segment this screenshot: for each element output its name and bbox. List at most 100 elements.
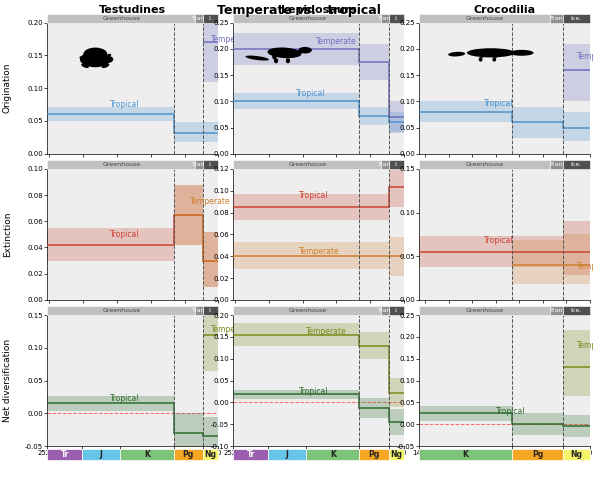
Text: Tran: Tran [192, 308, 206, 313]
Text: K: K [463, 450, 468, 459]
Text: Tran: Tran [550, 16, 563, 21]
Text: Tropical: Tropical [299, 191, 329, 200]
FancyBboxPatch shape [233, 306, 381, 315]
FancyBboxPatch shape [419, 160, 550, 169]
FancyBboxPatch shape [195, 14, 203, 23]
Text: Extinction: Extinction [3, 212, 12, 257]
FancyBboxPatch shape [47, 306, 195, 315]
Text: Temperate: Temperate [211, 325, 251, 334]
Text: K: K [330, 450, 336, 459]
Circle shape [105, 56, 113, 62]
Text: Tropical: Tropical [110, 394, 139, 403]
Text: Ice.: Ice. [571, 162, 582, 167]
Text: I.: I. [394, 162, 398, 167]
FancyBboxPatch shape [388, 306, 404, 315]
Text: vs.: vs. [296, 4, 317, 17]
Text: Ice.: Ice. [571, 16, 582, 21]
Text: Ng: Ng [390, 450, 403, 459]
FancyBboxPatch shape [419, 306, 550, 315]
Text: Temperate: Temperate [316, 36, 357, 45]
Text: Tran: Tran [550, 162, 563, 167]
Text: J: J [100, 450, 103, 459]
Text: Tran: Tran [550, 308, 563, 313]
Text: Greenhouse: Greenhouse [288, 308, 326, 313]
Text: Temperate: Temperate [577, 262, 593, 271]
Ellipse shape [267, 47, 302, 58]
Text: Lepidosaurs: Lepidosaurs [281, 5, 356, 15]
Ellipse shape [288, 53, 292, 58]
Text: I.: I. [394, 16, 398, 21]
Ellipse shape [509, 50, 534, 56]
Ellipse shape [84, 47, 107, 60]
Text: Pg: Pg [532, 450, 543, 459]
Text: Tropical: Tropical [484, 236, 514, 245]
Ellipse shape [494, 53, 498, 58]
Text: Crocodilia: Crocodilia [473, 5, 535, 15]
Ellipse shape [79, 56, 84, 60]
Ellipse shape [81, 64, 89, 68]
Text: Tran: Tran [378, 162, 391, 167]
Text: I.: I. [394, 308, 398, 313]
FancyBboxPatch shape [550, 160, 563, 169]
Ellipse shape [272, 54, 276, 59]
FancyBboxPatch shape [563, 306, 590, 315]
Text: Tropical: Tropical [299, 387, 329, 396]
Text: I.: I. [209, 16, 212, 21]
Text: Ice.: Ice. [571, 308, 582, 313]
FancyBboxPatch shape [195, 160, 203, 169]
Text: K: K [144, 450, 150, 459]
Text: Temperate: Temperate [299, 247, 340, 257]
Text: Temperate: Temperate [306, 327, 346, 336]
Text: Tropical: Tropical [110, 100, 139, 109]
Text: Tran: Tran [378, 16, 391, 21]
Text: Pg: Pg [368, 450, 380, 459]
FancyBboxPatch shape [563, 14, 590, 23]
FancyBboxPatch shape [203, 160, 218, 169]
Text: Tropical: Tropical [110, 230, 139, 239]
Text: Temperate: Temperate [577, 52, 593, 61]
Text: Tropical: Tropical [496, 407, 525, 416]
FancyBboxPatch shape [563, 160, 590, 169]
Text: Pg: Pg [183, 450, 194, 459]
Ellipse shape [448, 52, 465, 56]
Text: I.: I. [209, 308, 212, 313]
FancyBboxPatch shape [233, 160, 381, 169]
Text: Greenhouse: Greenhouse [103, 308, 141, 313]
FancyBboxPatch shape [381, 14, 388, 23]
Text: Greenhouse: Greenhouse [466, 308, 503, 313]
Text: Greenhouse: Greenhouse [103, 162, 141, 167]
Ellipse shape [479, 57, 483, 61]
Text: Tran: Tran [192, 162, 206, 167]
FancyBboxPatch shape [550, 14, 563, 23]
Ellipse shape [80, 51, 111, 67]
Text: Ng: Ng [205, 450, 216, 459]
FancyBboxPatch shape [381, 160, 388, 169]
Text: I.: I. [209, 162, 212, 167]
Text: Greenhouse: Greenhouse [288, 16, 326, 21]
Ellipse shape [480, 53, 484, 58]
FancyBboxPatch shape [388, 14, 404, 23]
Text: Greenhouse: Greenhouse [103, 16, 141, 21]
FancyBboxPatch shape [419, 14, 550, 23]
Ellipse shape [102, 64, 110, 68]
Ellipse shape [246, 55, 269, 60]
Ellipse shape [274, 58, 278, 64]
Text: Temperate: Temperate [577, 341, 593, 350]
Ellipse shape [107, 54, 111, 57]
FancyBboxPatch shape [195, 306, 203, 315]
Text: Tropical: Tropical [484, 99, 514, 108]
FancyBboxPatch shape [550, 306, 563, 315]
Text: Tran: Tran [192, 16, 206, 21]
Text: Tr: Tr [246, 450, 254, 459]
FancyBboxPatch shape [388, 160, 404, 169]
FancyBboxPatch shape [203, 14, 218, 23]
Text: Greenhouse: Greenhouse [466, 162, 503, 167]
Text: J: J [285, 450, 288, 459]
Text: Temperate: Temperate [190, 197, 231, 206]
FancyBboxPatch shape [233, 14, 381, 23]
Text: Tropical: Tropical [296, 89, 325, 98]
FancyBboxPatch shape [47, 14, 195, 23]
Text: Ng: Ng [570, 450, 582, 459]
Text: Tr: Tr [60, 450, 69, 459]
Text: Testudines: Testudines [100, 5, 167, 15]
